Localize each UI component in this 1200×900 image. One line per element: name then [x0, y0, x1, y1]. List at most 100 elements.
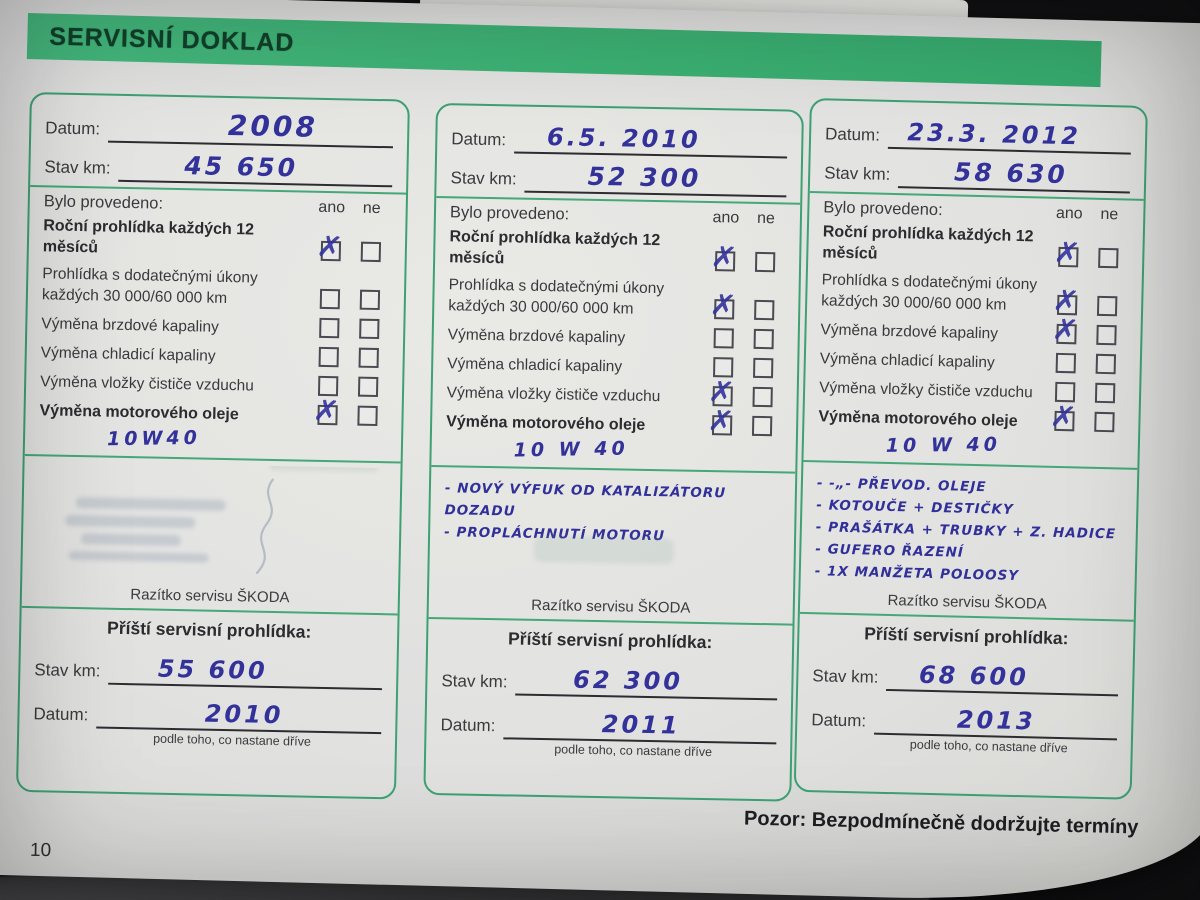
- ano-column-header: ano: [1055, 204, 1083, 223]
- handwritten-next-stav-km: 55 600: [157, 654, 268, 686]
- checklist-row: Prohlídka s dodatečnými úkony každých 30…: [448, 275, 785, 322]
- stav-km-label: Stav km:: [44, 157, 111, 178]
- checkbox-ne: [1094, 382, 1116, 404]
- pen-scribble: [255, 478, 275, 575]
- footer-warning: Pozor: Bezpodmínečně dodržujte termíny: [743, 807, 1139, 839]
- handwritten-next-datum: 2013: [956, 705, 1036, 736]
- checkbox-ne: [752, 386, 773, 408]
- header-banner: SERVISNÍ DOKLAD: [26, 13, 1102, 88]
- stav-km-row: Stav km: 52 300: [450, 151, 788, 198]
- checkbox-ne: [359, 318, 380, 340]
- next-stav-km-write-line: 68 600: [886, 645, 1120, 697]
- stav-km-label: Stav km:: [34, 660, 101, 681]
- checkbox-ne: [1096, 295, 1118, 317]
- checklist-row: Výměna brzdové kapaliny: [41, 312, 389, 341]
- datum-label: Datum:: [33, 704, 89, 725]
- checkbox-ne: [754, 252, 776, 273]
- stamp-caption: Razítko servisu ŠKODA: [531, 596, 691, 617]
- checklist-item-label: Roční prohlídka každých 12 měsíců: [822, 223, 1034, 263]
- next-datum-row: Datum: 2010: [33, 682, 383, 735]
- checklist-item-label: Roční prohlídka každých 12 měsíců: [42, 217, 255, 257]
- checkbox-ne: [753, 328, 774, 350]
- checklist-item-label: Výměna brzdové kapaliny: [41, 314, 219, 336]
- checklist-row: Výměna chladicí kapaliny: [41, 341, 389, 370]
- checkbox-ano: [713, 328, 734, 349]
- bylo-provedeno-row: Bylo provedeno: ano ne: [44, 192, 392, 218]
- checklist-row: Roční prohlídka každých 12 měsíců: [43, 215, 392, 264]
- handwritten-next-datum: 2011: [601, 710, 681, 740]
- ne-column-header: ne: [1100, 205, 1119, 224]
- datum-label: Datum:: [824, 124, 881, 145]
- checkbox-ne: [360, 241, 382, 263]
- checkbox-ano: [319, 288, 341, 310]
- checklist-item-label: Výměna vložky čističe vzduchu: [446, 383, 661, 405]
- datum-row: Datum: 2008: [45, 101, 394, 149]
- show-through-smudge: [533, 535, 675, 565]
- handwritten-datum: 2008: [227, 108, 319, 144]
- checklist-item-label: Výměna motorového oleje: [39, 402, 239, 424]
- bylo-provedeno-row: Bylo provedeno: ano ne: [823, 198, 1129, 224]
- checkbox-ano: [320, 241, 342, 262]
- checkbox-ano: [714, 299, 735, 320]
- datum-label: Datum:: [811, 710, 867, 731]
- checklist-row: Výměna vložky čističe vzduchu: [819, 376, 1125, 405]
- datum-label: Datum:: [440, 715, 496, 736]
- ne-column-header: ne: [362, 199, 381, 218]
- checkbox-ne: [359, 289, 381, 311]
- stav-km-write-line: 45 650: [118, 140, 393, 188]
- oil-spec-note: 10 W 40: [513, 437, 629, 462]
- handwritten-stav-km: 52 300: [587, 161, 702, 193]
- checklist-item-label: Prohlídka s dodatečnými úkony každých 30…: [448, 276, 665, 318]
- checklist-item-label: Roční prohlídka každých 12 měsíců: [449, 228, 661, 268]
- checkbox-ano: [711, 415, 733, 436]
- service-record-panel-3: Datum: 23.3. 2012 Stav km: 58 630 Bylo p…: [793, 98, 1148, 800]
- page-number: 10: [29, 839, 52, 862]
- service-notes-area: - NOVÝ VÝFUK OD KATALIZÁTORU DOZADU - PR…: [443, 472, 781, 599]
- checklist-item-label: Výměna chladicí kapaliny: [819, 349, 995, 372]
- handwritten-next-stav-km: 68 600: [918, 660, 1030, 692]
- checklist-item-label: Prohlídka s dodatečnými úkony každých 30…: [821, 271, 1038, 314]
- checkbox-ano: [1058, 247, 1079, 268]
- next-stav-km-row: Stav km: 62 300: [441, 649, 778, 701]
- bylo-provedeno-label: Bylo provedeno:: [43, 192, 164, 213]
- checkbox-ano: [1054, 410, 1075, 432]
- checkbox-ano: [319, 317, 340, 339]
- checkbox-ne: [753, 357, 774, 379]
- next-stav-km-write-line: 55 600: [108, 638, 383, 691]
- handwritten-note: - NOVÝ VÝFUK OD KATALIZÁTORU DOZADU: [444, 480, 727, 520]
- next-datum-write-line: 2013: [873, 688, 1119, 741]
- checkbox-ano: [317, 404, 338, 426]
- checklist-item-label: Výměna vložky čističe vzduchu: [818, 378, 1033, 401]
- ne-column-header: ne: [756, 209, 775, 228]
- checklist-row: Výměna motorového oleje: [39, 399, 387, 428]
- ano-column-header: ano: [318, 198, 346, 217]
- next-stav-km-write-line: 62 300: [515, 649, 778, 701]
- checklist-item-label: Výměna vložky čističe vzduchu: [40, 372, 254, 395]
- checklist-row: Prohlídka s dodatečnými úkony každých 30…: [42, 265, 391, 313]
- checklist-row: Výměna brzdové kapaliny: [820, 318, 1126, 347]
- checklist-row: Prohlídka s dodatečnými úkony každých 30…: [821, 271, 1128, 319]
- datum-label: Datum:: [45, 118, 101, 139]
- ano-column-header: ano: [712, 209, 740, 227]
- datum-row: Datum: 6.5. 2010: [451, 112, 788, 159]
- handwritten-next-stav-km: 62 300: [572, 665, 684, 696]
- checkbox-ano: [318, 346, 339, 368]
- stav-km-label: Stav km:: [812, 666, 879, 687]
- checklist-item-label: Výměna motorového oleje: [446, 413, 646, 434]
- checkbox-ne: [357, 405, 378, 427]
- checklist-row: Roční prohlídka každých 12 měsíců: [449, 226, 786, 274]
- handwritten-stav-km: 45 650: [184, 151, 299, 183]
- stav-km-write-line: 52 300: [524, 151, 788, 198]
- show-through-smudge: [268, 461, 379, 473]
- next-stav-km-row: Stav km: 68 600: [812, 645, 1120, 697]
- checklist-row: Výměna chladicí kapaliny: [820, 347, 1126, 376]
- checklist-item-label: Výměna chladicí kapaliny: [447, 354, 623, 376]
- next-datum-row: Datum: 2011: [440, 693, 778, 745]
- service-record-panel-2: Datum: 6.5. 2010 Stav km: 52 300 Bylo pr…: [423, 103, 804, 802]
- checklist-item-label: Výměna chladicí kapaliny: [40, 343, 216, 365]
- oil-spec-note: 10 W 40: [885, 433, 1002, 458]
- stav-km-label: Stav km:: [824, 163, 891, 184]
- checkbox-ne: [358, 347, 379, 369]
- checklist-item-label: Výměna brzdové kapaliny: [820, 320, 999, 343]
